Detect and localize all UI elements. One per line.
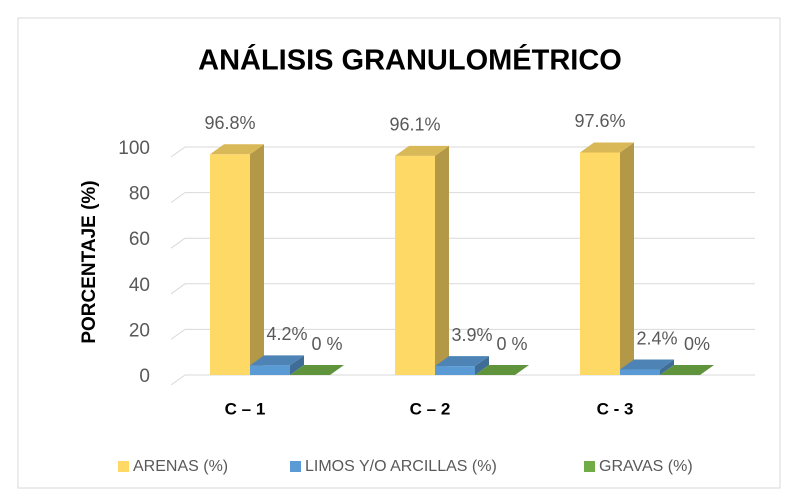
legend-label: GRAVAS (%) [599,458,693,475]
bar [620,369,660,375]
bar-top [395,145,449,156]
grid-line [170,328,755,340]
bar [395,155,435,375]
bar-side [620,142,634,375]
bar [210,154,250,375]
x-tick-label: C - 3 [597,399,634,418]
bar [580,152,620,375]
bar [250,365,290,375]
data-label: 0 % [496,334,527,354]
y-tick-label: 60 [129,229,150,250]
bar-top [660,365,714,375]
y-tick-label: 40 [129,275,150,296]
bar-top [250,355,304,366]
legend-label: LIMOS Y/O ARCILLAS (%) [305,458,497,475]
legend-swatch [584,461,595,472]
grid-line [170,237,755,249]
data-label: 4.2% [266,324,307,344]
data-label: 96.1% [389,115,440,135]
bar-side [660,359,674,375]
data-label: 96.8% [204,113,255,133]
data-label: 97.6% [574,111,625,131]
bar-top [580,142,634,153]
bar-side [250,144,264,375]
x-tick-label: C – 2 [410,399,451,418]
bar-top [620,359,674,370]
bar-side [475,356,489,375]
y-tick-label: 80 [129,184,150,205]
y-tick-label: 100 [118,138,150,159]
y-axis-label: PORCENTAJE (%) [79,180,100,343]
data-label: 3.9% [451,325,492,345]
bar-top [475,365,529,375]
bar [435,366,475,375]
grid-line [170,374,755,386]
y-tick-label: 20 [129,320,150,341]
bar-top [290,365,344,375]
grid-line [170,192,755,204]
data-label: 0% [684,334,710,354]
x-tick-label: C – 1 [225,399,266,418]
data-label: 2.4% [636,328,677,348]
y-tick-label: 0 [139,366,150,387]
bar-side [290,355,304,375]
grid-line [170,146,755,158]
chart-title: ANÁLISIS GRANULOMÉTRICO [198,43,622,77]
legend-swatch [118,461,129,472]
grid-line [170,283,755,295]
legend-label: ARENAS (%) [133,458,228,475]
bar-side [435,145,449,375]
legend-swatch [290,461,301,472]
bar-top [210,144,264,155]
data-label: 0 % [311,334,342,354]
bar-top [435,356,489,367]
